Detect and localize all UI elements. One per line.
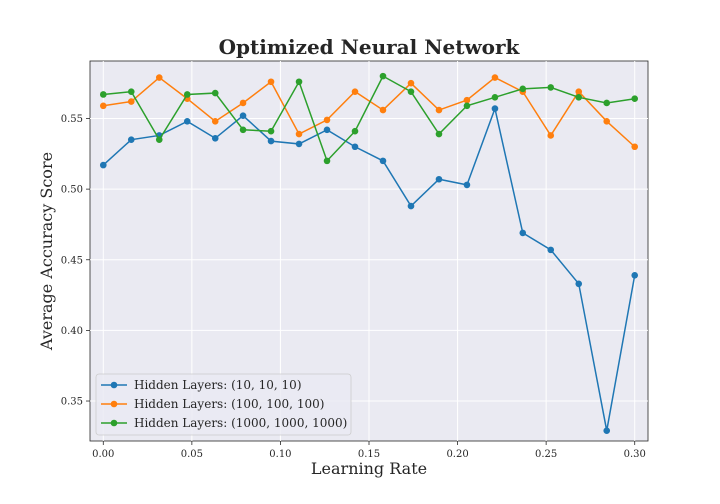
series-layer: [99, 72, 639, 434]
data-point: [295, 78, 303, 86]
data-point: [183, 118, 191, 125]
legend: Hidden Layers: (10, 10, 10) Hidden Layers…: [95, 373, 352, 436]
data-point: [603, 427, 611, 434]
data-point: [575, 280, 583, 288]
data-point: [575, 94, 583, 101]
data-point: [323, 116, 331, 124]
data-point: [155, 74, 163, 81]
data-point: [407, 79, 415, 87]
data-point: [351, 88, 359, 95]
data-point: [491, 105, 499, 112]
legend-label: Hidden Layers: (10, 10, 10): [134, 378, 302, 392]
data-point: [267, 127, 275, 135]
data-point: [407, 202, 415, 210]
data-point: [407, 88, 415, 95]
data-point: [127, 98, 135, 105]
data-point: [435, 106, 443, 114]
data-point: [631, 271, 639, 279]
series-line: [102, 105, 636, 431]
y-tick-label: 0.35: [61, 397, 83, 408]
data-point: [631, 143, 639, 151]
data-point: [323, 126, 331, 134]
data-point: [379, 157, 387, 165]
legend-item: Hidden Layers: (1000, 1000, 1000): [101, 416, 347, 430]
legend-marker: [110, 400, 118, 408]
y-tick-label: 0.45: [61, 255, 83, 266]
legend-marker: [110, 419, 118, 427]
x-tick-label: 0.30: [624, 449, 646, 460]
data-point: [99, 102, 107, 110]
data-point: [435, 175, 443, 183]
x-axis-ticks: 0.00 0.05 0.10 0.15 0.20 0.25 0.30: [92, 441, 646, 460]
series-1: [99, 105, 639, 434]
y-axis-label: Average Accuracy Score: [37, 152, 56, 351]
x-tick-label: 0.10: [269, 449, 291, 460]
legend-item: Hidden Layers: (100, 100, 100): [101, 397, 324, 411]
data-point: [127, 88, 135, 95]
series-line: [103, 75, 635, 163]
x-tick-label: 0.15: [358, 449, 380, 460]
series-line: [103, 76, 636, 148]
data-point: [127, 136, 135, 143]
series-3: [99, 72, 639, 165]
chart-title: Optimized Neural Network: [219, 35, 521, 59]
data-point: [379, 106, 387, 114]
data-point: [239, 112, 247, 119]
data-point: [183, 91, 191, 98]
series-2: [99, 74, 639, 151]
x-tick-label: 0.25: [535, 449, 557, 460]
legend-label: Hidden Layers: (100, 100, 100): [134, 397, 324, 411]
data-point: [323, 157, 331, 165]
data-point: [575, 88, 583, 95]
x-axis-label: Learning Rate: [311, 459, 427, 478]
data-point: [631, 95, 639, 103]
data-point: [603, 99, 611, 107]
data-point: [519, 229, 527, 237]
data-point: [351, 127, 359, 135]
data-point: [379, 72, 387, 80]
legend-marker: [110, 381, 118, 389]
legend-item: Hidden Layers: (10, 10, 10): [101, 378, 302, 392]
data-point: [463, 181, 471, 189]
data-point: [155, 136, 163, 143]
data-point: [463, 96, 471, 104]
data-point: [295, 140, 303, 148]
data-point: [547, 84, 555, 91]
data-point: [267, 78, 275, 86]
legend-label: Hidden Layers: (1000, 1000, 1000): [134, 416, 347, 430]
data-point: [295, 130, 303, 138]
x-tick-label: 0.05: [181, 449, 203, 460]
y-tick-label: 0.50: [61, 185, 83, 196]
y-tick-label: 0.40: [61, 326, 83, 337]
legend-box: [95, 373, 352, 436]
data-point: [491, 94, 499, 101]
data-point: [435, 130, 443, 138]
y-tick-label: 0.55: [61, 114, 83, 125]
data-point: [463, 102, 471, 110]
data-point: [547, 132, 555, 139]
data-point: [99, 161, 107, 169]
data-point: [239, 99, 247, 107]
data-point: [267, 137, 275, 145]
x-tick-label: 0.20: [446, 449, 468, 460]
data-point: [351, 143, 359, 151]
y-axis-ticks: 0.35 0.40 0.45 0.50 0.55: [61, 114, 90, 408]
data-point: [99, 91, 107, 98]
data-point: [519, 85, 527, 93]
data-point: [211, 118, 219, 125]
x-tick-label: 0.00: [92, 449, 114, 460]
data-point: [239, 126, 247, 134]
data-point: [547, 246, 555, 254]
data-point: [211, 89, 219, 97]
data-point: [491, 74, 499, 81]
data-point: [603, 118, 611, 125]
data-point: [211, 134, 219, 142]
